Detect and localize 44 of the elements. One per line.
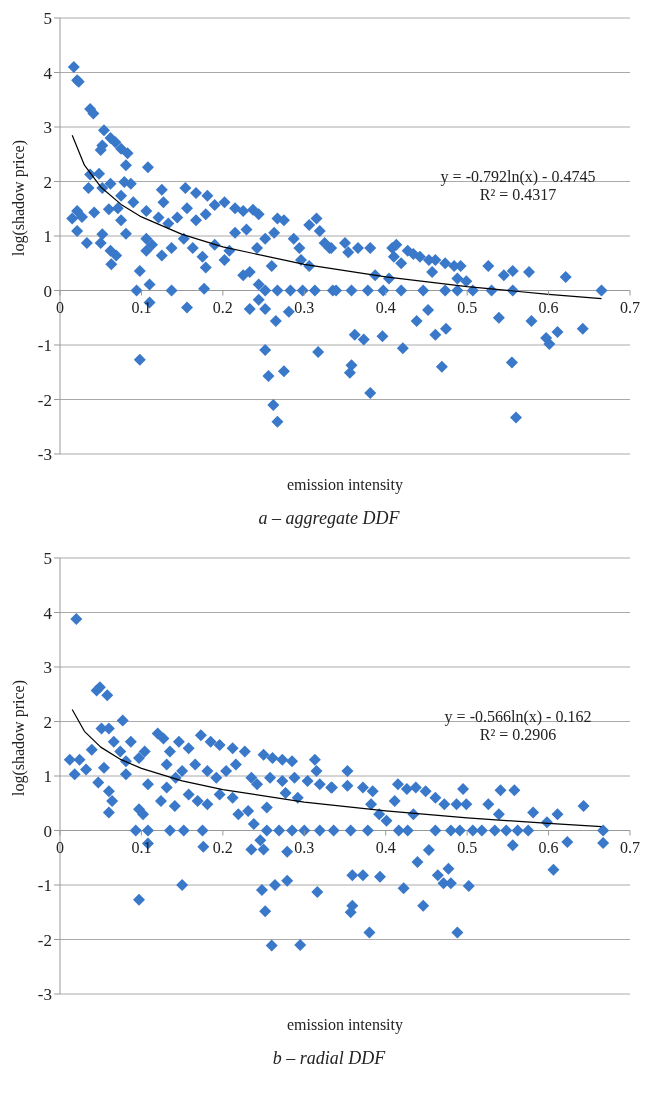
x-tick-label: 0.2 bbox=[212, 838, 233, 856]
y-tick-label: -1 bbox=[37, 876, 52, 896]
y-tick-label: 2 bbox=[43, 712, 52, 732]
y-tick-label: 4 bbox=[43, 603, 53, 623]
x-tick-label: 0.1 bbox=[131, 838, 152, 856]
x-tick-label: 0.6 bbox=[538, 838, 559, 856]
x-tick-label: 0.5 bbox=[457, 298, 478, 316]
y-tick-label: -3 bbox=[37, 445, 52, 465]
x-tick-label: 0.6 bbox=[538, 298, 559, 316]
x-axis-title: emission intensity bbox=[287, 476, 403, 494]
x-axis-title: emission intensity bbox=[287, 1016, 403, 1034]
y-tick-label: 0 bbox=[43, 821, 52, 841]
x-tick-label: 0.4 bbox=[375, 838, 396, 856]
y-tick-label: 0 bbox=[43, 281, 52, 301]
y-tick-label: 1 bbox=[43, 767, 52, 787]
text: b – radial DDF bbox=[271, 1048, 387, 1069]
x-tick-label: 0.7 bbox=[620, 838, 640, 856]
annotation: y = -0.566ln(x) - 0.162 bbox=[443, 708, 593, 726]
y-tick-label: -2 bbox=[37, 930, 52, 950]
y-tick-label: 1 bbox=[43, 227, 52, 247]
x-tick-label: 0.3 bbox=[294, 298, 315, 316]
y-tick-label: 2 bbox=[43, 172, 52, 192]
y-axis-title: log(shadow price) bbox=[9, 140, 28, 256]
x-tick-label: 0.3 bbox=[294, 838, 315, 856]
y-tick-label: -1 bbox=[37, 336, 52, 356]
x-tick-label: 0 bbox=[56, 838, 64, 856]
text: a – aggregate DDF bbox=[257, 508, 401, 529]
y-tick-label: 3 bbox=[43, 118, 52, 138]
y-tick-label: 5 bbox=[43, 549, 52, 569]
y-tick-label: -3 bbox=[37, 985, 52, 1005]
x-tick-label: 0.7 bbox=[620, 298, 640, 316]
annotation: R² = 0.2906 bbox=[478, 726, 558, 744]
y-tick-label: 3 bbox=[43, 658, 52, 678]
y-axis-title: log(shadow price) bbox=[9, 680, 28, 796]
x-tick-label: 0.2 bbox=[212, 298, 233, 316]
x-tick-label: 0.5 bbox=[457, 838, 478, 856]
y-tick-label: 5 bbox=[43, 9, 52, 29]
x-tick-label: 0.1 bbox=[131, 298, 152, 316]
x-tick-label: 0 bbox=[56, 298, 64, 316]
y-tick-label: -2 bbox=[37, 390, 52, 410]
x-tick-label: 0.4 bbox=[375, 298, 396, 316]
y-tick-label: 4 bbox=[43, 63, 53, 83]
annotation: R² = 0.4317 bbox=[478, 186, 558, 204]
annotation: y = -0.792ln(x) - 0.4745 bbox=[439, 168, 597, 186]
